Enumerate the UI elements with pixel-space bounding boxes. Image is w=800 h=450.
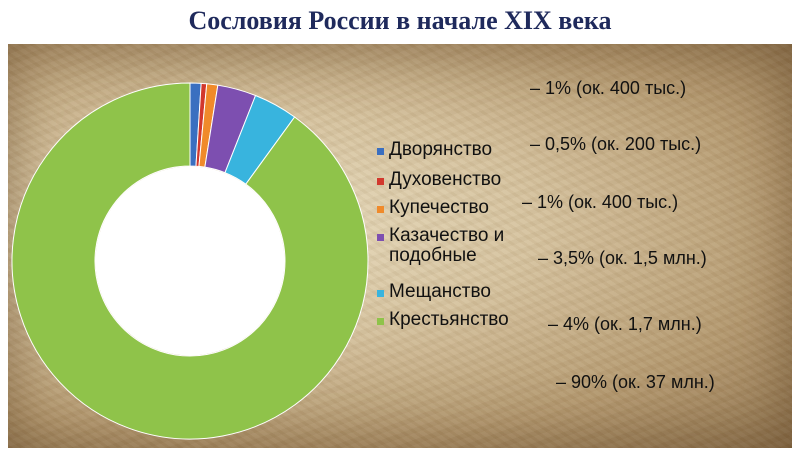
- legend-item-dvoryanstvo: Дворянство: [377, 140, 492, 160]
- legend-label-line1: Казачество и: [389, 225, 505, 246]
- legend-label: Казачество и подобные: [389, 226, 504, 266]
- annotation-dukhovenstvo: – 0,5% (ок. 200 тыс.): [530, 134, 702, 154]
- legend-label: Дворянство: [389, 139, 493, 160]
- legend-label-line2: подобные: [389, 245, 477, 266]
- legend-label: Купечество: [389, 197, 489, 218]
- legend-swatch: [377, 206, 384, 213]
- legend-item-krestyanstvo: Крестьянство: [377, 310, 509, 330]
- donut-slice-5: [11, 82, 369, 440]
- donut-hole: [95, 166, 285, 356]
- annotation-kazachestvo: – 3,5% (ок. 1,5 млн.): [538, 248, 707, 268]
- legend-item-kazachestvo: Казачество и подобные: [377, 226, 504, 266]
- legend-label: Мещанство: [389, 281, 491, 302]
- legend-swatch: [377, 290, 384, 297]
- legend-item-dukhovenstvo: Духовенство: [377, 170, 501, 190]
- legend-label: Духовенство: [389, 169, 502, 190]
- legend-swatch: [377, 148, 384, 155]
- legend-item-kupechestvo: Купечество: [377, 198, 489, 218]
- annotation-krestyanstvo: – 90% (ок. 37 млн.): [556, 372, 715, 392]
- legend-label: Крестьянство: [389, 309, 509, 330]
- annotation-meshchanstvo: – 4% (ок. 1,7 млн.): [548, 314, 702, 334]
- legend-swatch: [377, 178, 384, 185]
- annotation-dvoryanstvo: – 1% (ок. 400 тыс.): [530, 78, 687, 98]
- annotation-kupechestvo: – 1% (ок. 400 тыс.): [522, 192, 679, 212]
- legend-item-meshchanstvo: Мещанство: [377, 282, 491, 302]
- legend-swatch: [377, 234, 384, 241]
- legend-swatch: [377, 318, 384, 325]
- page-title: Сословия России в начале XIX века: [188, 6, 612, 35]
